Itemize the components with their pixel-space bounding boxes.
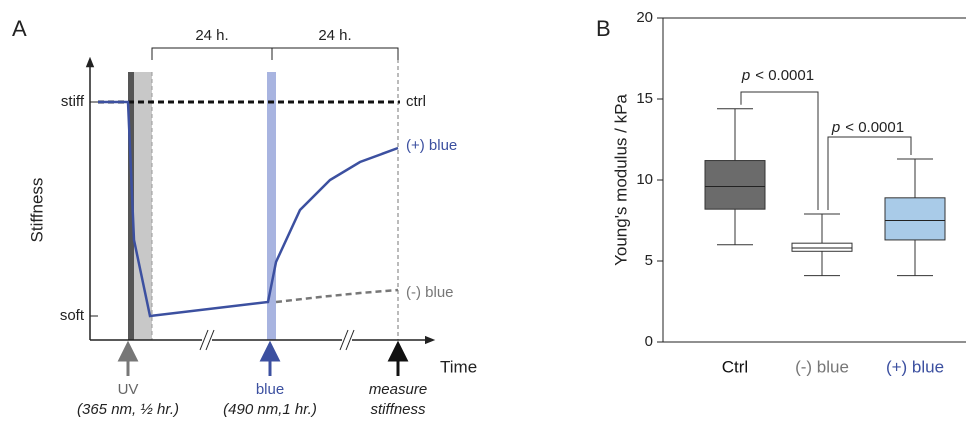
p-value: p < 0.0001 <box>831 119 904 136</box>
box <box>884 197 946 241</box>
significance-bracket <box>827 136 912 211</box>
blue-band <box>267 72 276 340</box>
y-tick-label: 20 <box>636 9 653 26</box>
box <box>791 242 853 252</box>
event-label: UV <box>118 381 139 398</box>
axis-label: Time <box>440 357 477 376</box>
p-symbol: p <box>831 119 840 136</box>
box <box>704 160 766 210</box>
uv-bar <box>128 72 134 340</box>
event-arrow <box>259 340 281 376</box>
x-tick-label: (+) blue <box>886 357 944 376</box>
event-arrow <box>117 340 139 376</box>
axis-break <box>199 329 355 351</box>
axis-label: Young's modulus / kPa <box>611 94 630 266</box>
panel-label: B <box>596 16 611 41</box>
curve-label: (+) blue <box>406 137 457 154</box>
p-text: < 0.0001 <box>755 67 814 84</box>
minus-blue-curve <box>275 288 399 304</box>
panel-a: A stiff soft Stiffness Time 24 h. 24 h. … <box>12 16 477 418</box>
event-detail: (365 nm, ½ hr.) <box>77 401 179 418</box>
curve-label: ctrl <box>406 93 426 110</box>
event-detail: stiffness <box>370 401 426 418</box>
interval-label: 24 h. <box>195 27 228 44</box>
x-tick-label: (-) blue <box>795 357 849 376</box>
y-tick-label: 15 <box>636 90 653 107</box>
p-value: p < 0.0001 <box>741 67 814 84</box>
plus-blue-curve <box>98 100 399 318</box>
p-symbol: p <box>741 67 750 84</box>
y-tick-label: 5 <box>645 252 653 269</box>
p-text: < 0.0001 <box>845 119 904 136</box>
event-label: measure <box>369 381 427 398</box>
panel-b: B Young's modulus / kPa 0 5 10 15 20 Ctrl (-) … <box>596 9 966 376</box>
level-label: stiff <box>61 93 85 110</box>
uv-band <box>134 72 152 340</box>
y-tick-label: 10 <box>636 171 653 188</box>
interval-bracket <box>151 47 399 60</box>
panel-label: A <box>12 16 27 41</box>
interval-label: 24 h. <box>318 27 351 44</box>
event-detail: (490 nm,1 hr.) <box>223 401 317 418</box>
x-tick-label: Ctrl <box>722 357 748 376</box>
level-label: soft <box>60 307 85 324</box>
event-label: blue <box>256 381 284 398</box>
curve-label: (-) blue <box>406 284 454 301</box>
y-tick-label: 0 <box>645 333 653 350</box>
event-arrow <box>387 340 409 376</box>
significance-bracket <box>740 91 819 211</box>
axis-label: Stiffness <box>27 178 46 243</box>
